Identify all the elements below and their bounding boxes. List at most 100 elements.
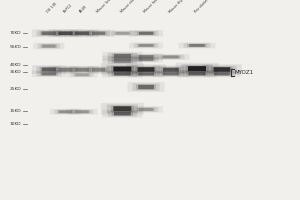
FancyBboxPatch shape <box>134 107 158 112</box>
FancyBboxPatch shape <box>65 66 99 74</box>
FancyBboxPatch shape <box>137 55 155 59</box>
FancyBboxPatch shape <box>189 72 206 75</box>
FancyBboxPatch shape <box>136 84 156 90</box>
Text: 25KD: 25KD <box>9 87 21 91</box>
FancyBboxPatch shape <box>185 65 208 72</box>
FancyBboxPatch shape <box>56 31 75 35</box>
FancyBboxPatch shape <box>152 54 189 60</box>
FancyBboxPatch shape <box>112 72 133 76</box>
FancyBboxPatch shape <box>129 53 163 60</box>
FancyBboxPatch shape <box>74 73 91 76</box>
Text: Rat skeletal muscle: Rat skeletal muscle <box>194 0 222 14</box>
FancyBboxPatch shape <box>75 74 89 76</box>
FancyBboxPatch shape <box>65 29 99 37</box>
FancyBboxPatch shape <box>87 31 110 36</box>
FancyBboxPatch shape <box>129 30 163 37</box>
FancyBboxPatch shape <box>49 66 82 74</box>
FancyBboxPatch shape <box>138 67 154 72</box>
FancyBboxPatch shape <box>112 111 133 116</box>
FancyBboxPatch shape <box>54 110 77 114</box>
FancyBboxPatch shape <box>138 85 154 89</box>
FancyBboxPatch shape <box>75 68 89 72</box>
FancyBboxPatch shape <box>186 71 208 76</box>
FancyBboxPatch shape <box>203 71 240 77</box>
FancyBboxPatch shape <box>126 64 166 75</box>
FancyBboxPatch shape <box>101 103 144 115</box>
FancyBboxPatch shape <box>111 31 134 36</box>
FancyBboxPatch shape <box>184 43 211 48</box>
FancyBboxPatch shape <box>161 55 181 59</box>
FancyBboxPatch shape <box>189 44 205 47</box>
FancyBboxPatch shape <box>58 68 73 72</box>
FancyBboxPatch shape <box>70 67 94 73</box>
FancyBboxPatch shape <box>59 110 72 113</box>
FancyBboxPatch shape <box>112 53 133 58</box>
FancyBboxPatch shape <box>83 66 114 74</box>
FancyBboxPatch shape <box>90 31 107 35</box>
FancyBboxPatch shape <box>57 110 74 113</box>
FancyBboxPatch shape <box>114 54 131 57</box>
FancyBboxPatch shape <box>158 71 184 76</box>
Text: MYOZ1: MYOZ1 <box>235 70 254 75</box>
FancyBboxPatch shape <box>108 111 137 117</box>
FancyBboxPatch shape <box>58 31 73 35</box>
FancyBboxPatch shape <box>83 30 114 37</box>
FancyBboxPatch shape <box>71 110 93 114</box>
FancyBboxPatch shape <box>178 42 215 48</box>
FancyBboxPatch shape <box>214 67 230 72</box>
FancyBboxPatch shape <box>40 31 58 35</box>
FancyBboxPatch shape <box>152 71 189 77</box>
FancyBboxPatch shape <box>139 58 153 61</box>
FancyBboxPatch shape <box>136 72 156 76</box>
FancyBboxPatch shape <box>101 63 144 75</box>
FancyBboxPatch shape <box>49 29 82 37</box>
FancyBboxPatch shape <box>40 72 58 76</box>
FancyBboxPatch shape <box>102 56 142 62</box>
Text: DU 145: DU 145 <box>46 2 58 14</box>
FancyBboxPatch shape <box>129 57 163 62</box>
FancyBboxPatch shape <box>111 66 134 72</box>
FancyBboxPatch shape <box>139 55 153 58</box>
FancyBboxPatch shape <box>50 109 81 115</box>
FancyBboxPatch shape <box>114 32 131 35</box>
FancyBboxPatch shape <box>108 71 137 77</box>
Text: Mouse heart: Mouse heart <box>143 0 162 14</box>
FancyBboxPatch shape <box>139 108 153 111</box>
FancyBboxPatch shape <box>182 71 212 77</box>
FancyBboxPatch shape <box>177 70 217 78</box>
FancyBboxPatch shape <box>70 30 94 36</box>
FancyBboxPatch shape <box>40 44 57 48</box>
FancyBboxPatch shape <box>107 30 138 36</box>
FancyBboxPatch shape <box>134 54 158 59</box>
FancyBboxPatch shape <box>32 71 66 77</box>
FancyBboxPatch shape <box>134 43 158 48</box>
FancyBboxPatch shape <box>71 73 93 77</box>
FancyBboxPatch shape <box>134 31 158 36</box>
FancyBboxPatch shape <box>163 68 179 72</box>
FancyBboxPatch shape <box>108 56 137 61</box>
FancyBboxPatch shape <box>139 44 153 47</box>
FancyBboxPatch shape <box>129 42 163 48</box>
Text: 35KD: 35KD <box>9 70 21 74</box>
FancyBboxPatch shape <box>133 83 160 91</box>
Text: 40KD: 40KD <box>10 63 21 67</box>
FancyBboxPatch shape <box>202 64 242 75</box>
FancyBboxPatch shape <box>188 66 206 71</box>
Text: A549: A549 <box>79 5 88 14</box>
FancyBboxPatch shape <box>116 32 129 35</box>
FancyBboxPatch shape <box>102 70 142 77</box>
FancyBboxPatch shape <box>32 29 66 37</box>
FancyBboxPatch shape <box>56 68 75 72</box>
FancyBboxPatch shape <box>137 44 155 47</box>
Text: Mouse liver: Mouse liver <box>96 0 113 14</box>
FancyBboxPatch shape <box>107 65 138 73</box>
FancyBboxPatch shape <box>73 31 91 35</box>
FancyBboxPatch shape <box>137 31 155 35</box>
FancyBboxPatch shape <box>163 56 179 58</box>
FancyBboxPatch shape <box>158 55 184 59</box>
FancyBboxPatch shape <box>133 72 160 76</box>
FancyBboxPatch shape <box>75 110 89 113</box>
FancyBboxPatch shape <box>135 67 157 72</box>
FancyBboxPatch shape <box>36 30 61 36</box>
FancyBboxPatch shape <box>92 68 105 72</box>
